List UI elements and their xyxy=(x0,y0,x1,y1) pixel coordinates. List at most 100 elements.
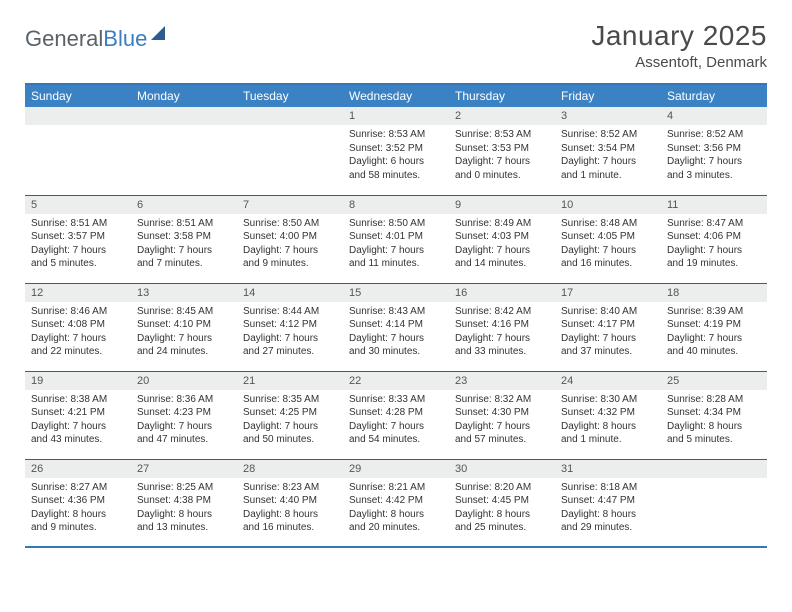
day-number: 18 xyxy=(661,284,767,302)
day-line: and 47 minutes. xyxy=(137,433,231,447)
day-line: Daylight: 7 hours xyxy=(455,155,549,169)
calendar-day: 4Sunrise: 8:52 AMSunset: 3:56 PMDaylight… xyxy=(661,107,767,195)
calendar-day: 31Sunrise: 8:18 AMSunset: 4:47 PMDayligh… xyxy=(555,459,661,547)
day-line: Sunset: 4:14 PM xyxy=(349,318,443,332)
day-number: 4 xyxy=(661,107,767,125)
day-number: 24 xyxy=(555,372,661,390)
day-line: and 30 minutes. xyxy=(349,345,443,359)
brand-part1: General xyxy=(25,26,103,51)
day-line: Sunrise: 8:21 AM xyxy=(349,481,443,495)
day-number: 25 xyxy=(661,372,767,390)
day-number: 22 xyxy=(343,372,449,390)
day-line: Sunset: 4:28 PM xyxy=(349,406,443,420)
day-body: Sunrise: 8:53 AMSunset: 3:52 PMDaylight:… xyxy=(343,125,449,187)
day-line: Daylight: 7 hours xyxy=(349,244,443,258)
calendar-body: 1Sunrise: 8:53 AMSunset: 3:52 PMDaylight… xyxy=(25,107,767,547)
day-line: and 9 minutes. xyxy=(31,521,125,535)
day-line: Daylight: 8 hours xyxy=(349,508,443,522)
calendar-day: 5 Sunrise: 8:51 AMSunset: 3:57 PMDaylight… xyxy=(25,195,131,283)
day-line: Sunset: 3:57 PM xyxy=(31,230,125,244)
calendar-day: 7Sunrise: 8:50 AMSunset: 4:00 PMDaylight… xyxy=(237,195,343,283)
day-line: Daylight: 8 hours xyxy=(137,508,231,522)
day-line: Sunrise: 8:28 AM xyxy=(667,393,761,407)
day-line: Daylight: 8 hours xyxy=(667,420,761,434)
day-number: 6 xyxy=(131,196,237,214)
day-number: 16 xyxy=(449,284,555,302)
day-line: Sunset: 4:47 PM xyxy=(561,494,655,508)
day-line: Sunrise: 8:39 AM xyxy=(667,305,761,319)
day-body: Sunrise: 8:33 AMSunset: 4:28 PMDaylight:… xyxy=(343,390,449,452)
day-body: Sunrise: 8:50 AMSunset: 4:01 PMDaylight:… xyxy=(343,214,449,276)
calendar-day: 1Sunrise: 8:53 AMSunset: 3:52 PMDaylight… xyxy=(343,107,449,195)
day-number xyxy=(25,107,131,125)
day-line: Daylight: 8 hours xyxy=(243,508,337,522)
calendar-day: 30Sunrise: 8:20 AMSunset: 4:45 PMDayligh… xyxy=(449,459,555,547)
calendar-day: 3Sunrise: 8:52 AMSunset: 3:54 PMDaylight… xyxy=(555,107,661,195)
day-line: Sunrise: 8:36 AM xyxy=(137,393,231,407)
day-line: Sunrise: 8:51 AM xyxy=(31,217,125,231)
day-line: Sunrise: 8:50 AM xyxy=(243,217,337,231)
day-body: Sunrise: 8:48 AMSunset: 4:05 PMDaylight:… xyxy=(555,214,661,276)
calendar-day: 12Sunrise: 8:46 AMSunset: 4:08 PMDayligh… xyxy=(25,283,131,371)
day-line: Sunset: 4:16 PM xyxy=(455,318,549,332)
day-line: Sunrise: 8:51 AM xyxy=(137,217,231,231)
day-body: Sunrise: 8:32 AMSunset: 4:30 PMDaylight:… xyxy=(449,390,555,452)
day-line: Sunset: 4:08 PM xyxy=(31,318,125,332)
day-body: Sunrise: 8:38 AMSunset: 4:21 PMDaylight:… xyxy=(25,390,131,452)
calendar-day: 20Sunrise: 8:36 AMSunset: 4:23 PMDayligh… xyxy=(131,371,237,459)
day-line: Daylight: 7 hours xyxy=(31,244,125,258)
day-header: Sunday xyxy=(25,84,131,107)
day-number: 14 xyxy=(237,284,343,302)
day-line: Sunrise: 8:32 AM xyxy=(455,393,549,407)
day-line: Sunset: 4:36 PM xyxy=(31,494,125,508)
day-line: Sunset: 4:03 PM xyxy=(455,230,549,244)
day-line: and 25 minutes. xyxy=(455,521,549,535)
day-body: Sunrise: 8:18 AMSunset: 4:47 PMDaylight:… xyxy=(555,478,661,540)
calendar-day: 27Sunrise: 8:25 AMSunset: 4:38 PMDayligh… xyxy=(131,459,237,547)
day-number: 31 xyxy=(555,460,661,478)
day-number: 20 xyxy=(131,372,237,390)
calendar-day: 17Sunrise: 8:40 AMSunset: 4:17 PMDayligh… xyxy=(555,283,661,371)
day-line: and 54 minutes. xyxy=(349,433,443,447)
day-number: 28 xyxy=(237,460,343,478)
day-line: and 19 minutes. xyxy=(667,257,761,271)
day-line: Sunrise: 8:25 AM xyxy=(137,481,231,495)
day-line: and 13 minutes. xyxy=(137,521,231,535)
day-line: Daylight: 7 hours xyxy=(667,244,761,258)
day-number: 3 xyxy=(555,107,661,125)
day-number xyxy=(237,107,343,125)
day-line: Sunset: 3:52 PM xyxy=(349,142,443,156)
calendar-day: 23Sunrise: 8:32 AMSunset: 4:30 PMDayligh… xyxy=(449,371,555,459)
day-body: Sunrise: 8:30 AMSunset: 4:32 PMDaylight:… xyxy=(555,390,661,452)
day-body: Sunrise: 8:42 AMSunset: 4:16 PMDaylight:… xyxy=(449,302,555,364)
day-line: Sunrise: 8:40 AM xyxy=(561,305,655,319)
day-body: Sunrise: 8:25 AMSunset: 4:38 PMDaylight:… xyxy=(131,478,237,540)
calendar-table: SundayMondayTuesdayWednesdayThursdayFrid… xyxy=(25,83,767,548)
day-line: and 58 minutes. xyxy=(349,169,443,183)
day-line: Sunrise: 8:46 AM xyxy=(31,305,125,319)
day-line: Sunrise: 8:49 AM xyxy=(455,217,549,231)
day-line: and 14 minutes. xyxy=(455,257,549,271)
day-number: 5 xyxy=(25,196,131,214)
day-line: Sunrise: 8:42 AM xyxy=(455,305,549,319)
day-body: Sunrise: 8:44 AMSunset: 4:12 PMDaylight:… xyxy=(237,302,343,364)
calendar-day: 13Sunrise: 8:45 AMSunset: 4:10 PMDayligh… xyxy=(131,283,237,371)
day-line: Sunset: 4:32 PM xyxy=(561,406,655,420)
day-line: Sunrise: 8:53 AM xyxy=(455,128,549,142)
day-line: Daylight: 7 hours xyxy=(243,244,337,258)
day-line: Sunrise: 8:35 AM xyxy=(243,393,337,407)
calendar-day: 19Sunrise: 8:38 AMSunset: 4:21 PMDayligh… xyxy=(25,371,131,459)
calendar-day xyxy=(237,107,343,195)
day-body: Sunrise: 8:53 AMSunset: 3:53 PMDaylight:… xyxy=(449,125,555,187)
day-line: Daylight: 7 hours xyxy=(667,332,761,346)
calendar-day: 6Sunrise: 8:51 AMSunset: 3:58 PMDaylight… xyxy=(131,195,237,283)
day-line: Sunset: 3:54 PM xyxy=(561,142,655,156)
day-header: Friday xyxy=(555,84,661,107)
calendar-day: 16Sunrise: 8:42 AMSunset: 4:16 PMDayligh… xyxy=(449,283,555,371)
day-line: and 37 minutes. xyxy=(561,345,655,359)
day-line: Sunrise: 8:27 AM xyxy=(31,481,125,495)
day-line: and 3 minutes. xyxy=(667,169,761,183)
day-number: 21 xyxy=(237,372,343,390)
day-line: Sunset: 3:53 PM xyxy=(455,142,549,156)
day-line: Sunrise: 8:47 AM xyxy=(667,217,761,231)
